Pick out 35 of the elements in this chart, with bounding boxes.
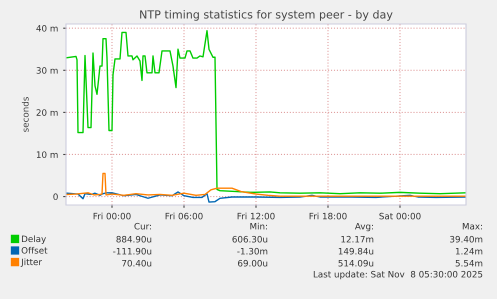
chart-title: NTP timing statistics for system peer - by day <box>140 10 393 21</box>
text: 39.40m <box>450 236 482 243</box>
text: Min: <box>250 222 267 230</box>
legend-label: Jitter <box>20 258 42 267</box>
text: 70.40u <box>122 260 152 267</box>
legend-label: Delay <box>22 235 46 244</box>
x-tick-label: Sat 00:00 <box>379 212 421 220</box>
y-axis-title: seconds <box>22 97 29 132</box>
text: 884.90u <box>116 236 152 243</box>
line-series <box>66 30 466 194</box>
text: 606.30u <box>232 236 268 243</box>
y-tick-label: 30 m <box>36 67 58 74</box>
line-series <box>66 191 466 203</box>
x-tick-label: Fri 00:00 <box>94 212 131 220</box>
text: 514.09u <box>338 260 374 267</box>
text: 12.17m <box>341 236 374 242</box>
text: 1.24m <box>456 248 482 254</box>
y-tick-label: 0 <box>53 193 58 200</box>
text: Cur: <box>134 222 151 230</box>
legend-label: Offset <box>22 246 48 254</box>
text: 69.00u <box>238 260 268 267</box>
text: Max: <box>462 223 482 230</box>
x-tick-label: Fri 18:00 <box>310 212 347 220</box>
line-series <box>66 172 466 197</box>
text: Avg: <box>354 223 373 232</box>
y-tick-label: 40 m <box>36 25 58 32</box>
y-tick-label: 20 m <box>36 109 58 116</box>
text: -1.30m <box>237 248 268 255</box>
text: 5.54m <box>456 260 482 267</box>
text: 149.84u <box>338 248 374 255</box>
text: Last update: Sat Nov 8 05:30:00 2025 <box>314 270 482 280</box>
x-tick-label: Fri 12:00 <box>238 212 275 220</box>
text: -111.90u <box>113 248 152 255</box>
y-tick-label: 10 m <box>36 151 58 158</box>
x-tick-label: Fri 06:00 <box>166 212 203 220</box>
